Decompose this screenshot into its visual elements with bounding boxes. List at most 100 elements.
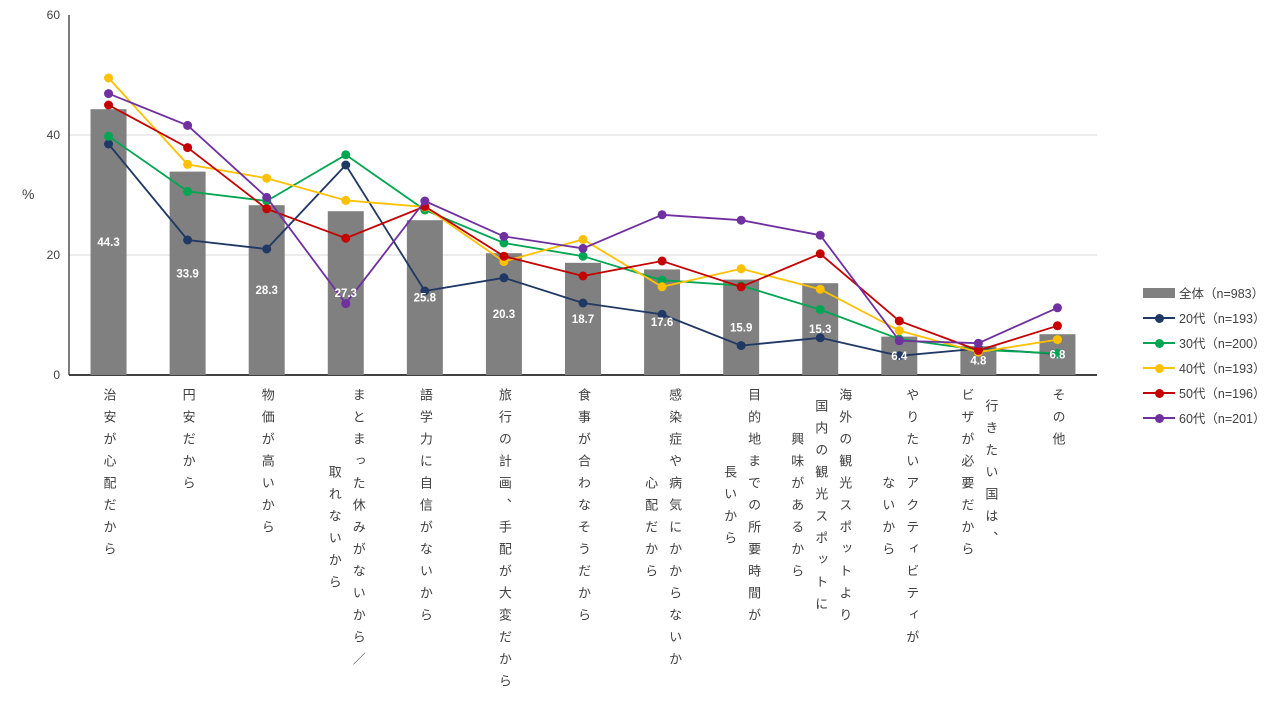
legend-line-swatch — [1143, 388, 1175, 398]
data-point — [894, 336, 904, 346]
data-point — [1052, 335, 1062, 345]
data-point — [183, 120, 193, 130]
data-point — [183, 186, 193, 196]
data-point — [341, 195, 351, 205]
bar-value-label: 44.3 — [97, 237, 119, 249]
data-point — [183, 143, 193, 153]
bar-value-label: 28.3 — [255, 285, 277, 297]
legend-label: 60代（n=201） — [1179, 412, 1266, 426]
data-point — [894, 326, 904, 336]
legend: 全体（n=983） 20代（n=193） 30代（n=200） 40代（n=193） 5… — [1143, 280, 1266, 430]
data-point — [499, 273, 509, 283]
y-tick-label: 40 — [47, 128, 61, 142]
y-axis-title: % — [22, 186, 35, 202]
legend-item: 全体（n=983） — [1143, 280, 1266, 305]
bar-value-label: 17.6 — [651, 317, 673, 329]
data-point — [104, 89, 114, 99]
legend-line-swatch — [1143, 413, 1175, 423]
bar-value-label: 6.4 — [891, 351, 908, 363]
bar-value-label: 20.3 — [493, 309, 515, 321]
data-point — [657, 309, 667, 319]
legend-label: 40代（n=193） — [1179, 362, 1266, 376]
data-point — [1052, 303, 1062, 313]
data-point — [183, 235, 193, 245]
data-point — [815, 333, 825, 343]
data-point — [578, 243, 588, 253]
bar — [90, 109, 127, 375]
data-point — [578, 234, 588, 244]
data-point — [499, 231, 509, 241]
data-point — [815, 230, 825, 240]
bar-value-label: 18.7 — [572, 314, 594, 326]
legend-item: 30代（n=200） — [1143, 330, 1266, 355]
data-point — [1052, 321, 1062, 331]
data-point — [578, 298, 588, 308]
bar-value-label: 15.9 — [730, 322, 752, 334]
data-point — [815, 249, 825, 259]
data-point — [736, 341, 746, 351]
data-point — [262, 192, 272, 202]
bar — [723, 279, 760, 375]
data-point — [657, 256, 667, 266]
data-point — [657, 275, 667, 285]
bar-value-label: 27.3 — [335, 288, 357, 300]
data-point — [736, 282, 746, 292]
data-point — [815, 305, 825, 315]
data-point — [104, 131, 114, 141]
legend-item: 20代（n=193） — [1143, 305, 1266, 330]
data-point — [420, 196, 430, 206]
data-point — [420, 286, 430, 296]
data-point — [104, 73, 114, 83]
bar — [248, 205, 285, 375]
data-point — [262, 244, 272, 254]
legend-bar-swatch — [1143, 287, 1175, 298]
data-point — [973, 338, 983, 348]
y-tick-label: 20 — [47, 248, 61, 262]
bar-value-label: 6.8 — [1049, 350, 1066, 362]
legend-label: 50代（n=196） — [1179, 387, 1266, 401]
data-point — [973, 345, 983, 355]
data-point — [262, 204, 272, 214]
bar — [802, 283, 839, 375]
bar — [169, 171, 206, 375]
bar-value-label: 4.8 — [970, 356, 987, 368]
data-point — [104, 100, 114, 110]
bar-value-label: 33.9 — [176, 268, 198, 280]
data-point — [262, 173, 272, 183]
legend-line-swatch — [1143, 338, 1175, 348]
data-point — [578, 271, 588, 281]
legend-item: 40代（n=193） — [1143, 355, 1266, 380]
y-tick-label: 60 — [47, 8, 61, 22]
bar — [565, 262, 601, 375]
data-point — [894, 351, 904, 361]
data-point — [736, 264, 746, 274]
data-point — [341, 299, 351, 309]
legend-label: 全体（n=983） — [1179, 287, 1265, 301]
data-point — [499, 251, 509, 261]
legend-label: 20代（n=193） — [1179, 312, 1266, 326]
data-point — [578, 251, 588, 261]
data-point — [1052, 348, 1062, 358]
bar-value-label: 15.3 — [809, 324, 831, 336]
legend-line-swatch — [1143, 313, 1175, 323]
legend-line-swatch — [1143, 363, 1175, 373]
bar-value-label: 25.8 — [414, 293, 437, 305]
legend-item: 50代（n=196） — [1143, 380, 1266, 405]
legend-item: 60代（n=201） — [1143, 405, 1266, 430]
bar — [406, 220, 443, 375]
data-point — [815, 284, 825, 294]
data-point — [183, 159, 193, 169]
data-point — [104, 139, 114, 149]
data-point — [657, 282, 667, 292]
data-point — [736, 215, 746, 225]
data-point — [341, 160, 351, 170]
data-point — [341, 150, 351, 160]
legend-label: 30代（n=200） — [1179, 337, 1266, 351]
y-tick-label: 0 — [53, 368, 60, 382]
data-point — [499, 238, 509, 248]
data-point — [894, 316, 904, 326]
data-point — [341, 233, 351, 243]
data-point — [657, 210, 667, 220]
